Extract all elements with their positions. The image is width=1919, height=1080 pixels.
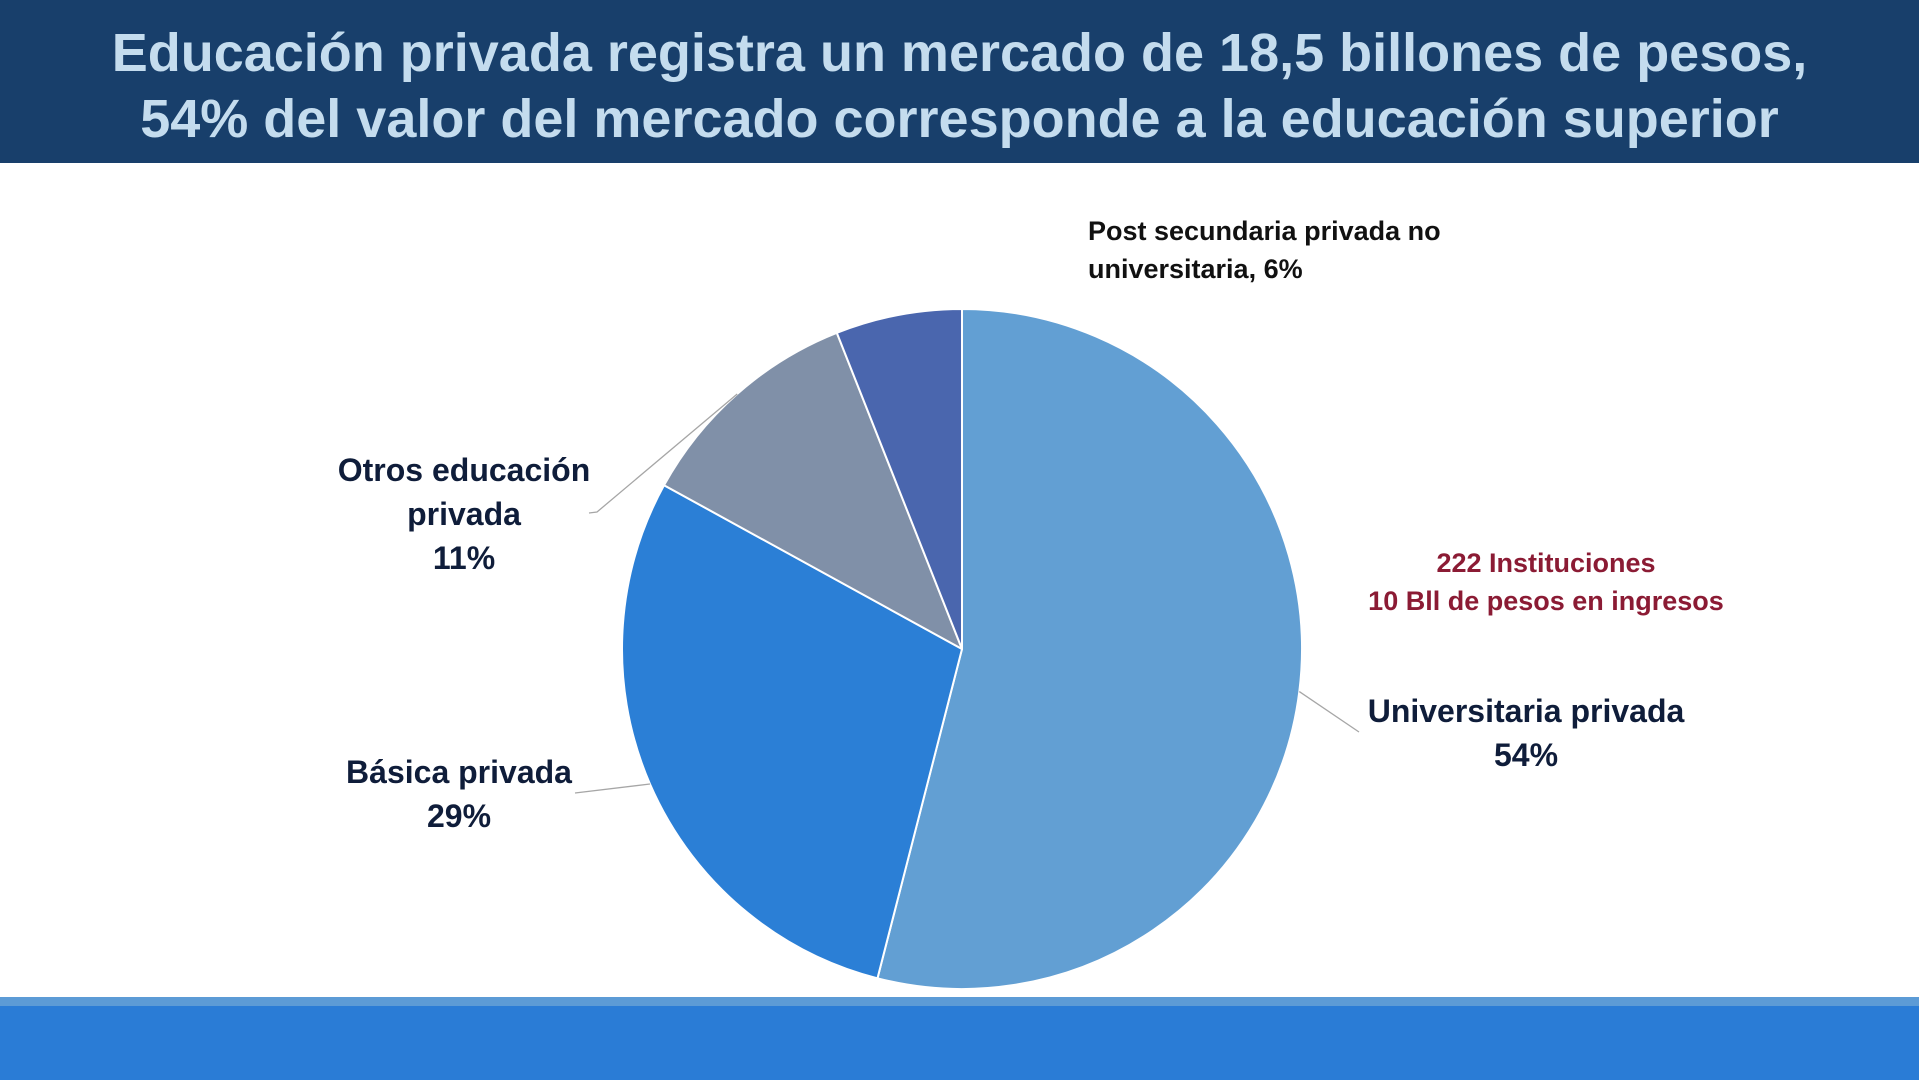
data-label-name: Universitaria privada xyxy=(1367,693,1685,729)
data-label-name: Otros educación privada xyxy=(337,452,591,532)
data-label-percent: 54% xyxy=(1493,737,1559,773)
title-line-2: 54% del valor del mercado corresponde a … xyxy=(140,89,1779,149)
data-label-name: Básica privada xyxy=(346,754,572,790)
data-label-post-secundaria: Post secundaria privada no universitaria… xyxy=(1088,212,1468,288)
pie-slice-post-secundaria-privada-no-universitaria xyxy=(835,308,963,650)
leader-line-universitaria-privada xyxy=(1298,691,1360,733)
title-banner: Educación privada registra un mercado de… xyxy=(0,0,1919,163)
data-label-percent: 6% xyxy=(1263,254,1303,284)
leader-line-otros-educacion-privada xyxy=(588,393,738,514)
footer-bar xyxy=(0,1006,1919,1080)
data-label-name: Post secundaria privada no universitaria xyxy=(1088,216,1441,284)
data-label-percent: 11% xyxy=(432,540,496,576)
data-label-basica-privada: Básica privada 29% xyxy=(259,750,659,838)
data-label-universitaria-privada: Universitaria privada 54% xyxy=(1326,689,1726,777)
pie-slice-basica-privada xyxy=(621,484,963,980)
data-label-percent: 29% xyxy=(426,798,492,834)
footer-accent-strip xyxy=(0,997,1919,1006)
leader-line-basica-privada xyxy=(574,783,651,794)
annotation-line-1: 222 Instituciones xyxy=(1436,548,1656,578)
annotation-line-2: 10 Bll de pesos en ingresos xyxy=(1368,586,1724,616)
data-label-separator: , xyxy=(1248,254,1257,284)
universitaria-annotation: 222 Instituciones 10 Bll de pesos en ing… xyxy=(1296,544,1796,620)
data-label-otros-educacion-privada: Otros educación privada 11% xyxy=(319,448,609,580)
title-line-1: Educación privada registra un mercado de… xyxy=(111,23,1808,83)
